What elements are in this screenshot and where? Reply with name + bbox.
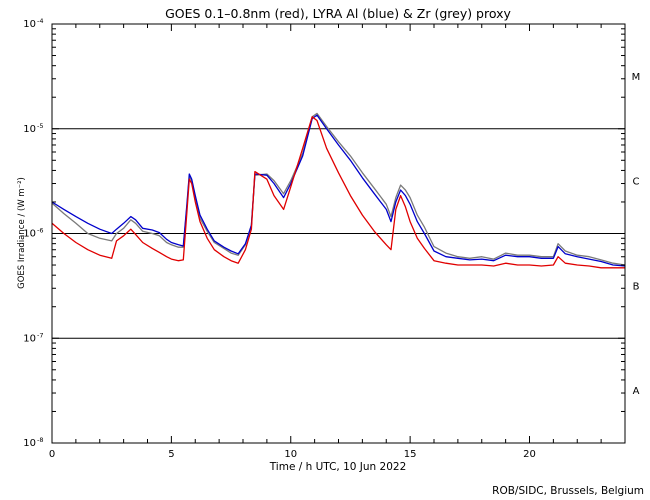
y-axis-label: GOES Irradiance / (W m⁻²) [17, 177, 27, 289]
x-tick-label-3: 15 [404, 449, 417, 460]
y-tick-exponent-2: -6 [37, 227, 43, 235]
y-tick-exponent-3: -5 [37, 122, 43, 130]
y-axis: 10-810-710-610-510-4 [23, 17, 625, 449]
y-tick-label-4: 10 [23, 19, 36, 30]
y-tick-label-1: 10 [23, 333, 36, 344]
series-line-2 [51, 116, 625, 269]
y-tick-exponent-4: -4 [37, 17, 43, 25]
x-axis: 0 5 10 15 20 [49, 24, 626, 460]
x-tick-label-2: 10 [284, 449, 297, 460]
y-tick-exponent-0: -8 [37, 436, 43, 444]
credit-annotation: ROB/SIDC, Brussels, Belgium [492, 485, 644, 497]
flare-class-label-a: A [633, 386, 640, 397]
y-tick-label-2: 10 [23, 229, 36, 240]
flare-class-lines [52, 128, 625, 339]
x-axis-label: Time / h UTC, 10 Jun 2022 [269, 461, 407, 473]
y-tick-exponent-1: -7 [37, 331, 43, 339]
series-layer [51, 112, 626, 269]
x-tick-label-4: 20 [523, 449, 536, 460]
series-line-1 [51, 114, 626, 267]
x-tick-label-0: 0 [49, 449, 55, 460]
flare-class-labels: A B C M [632, 72, 641, 397]
series-line-0 [51, 112, 626, 266]
y-tick-label-0: 10 [23, 438, 36, 449]
chart-title: GOES 0.1–0.8nm (red), LYRA Al (blue) & Z… [165, 6, 511, 21]
y-tick-label-3: 10 [23, 124, 36, 135]
flare-class-label-c: C [633, 177, 640, 188]
flare-class-label-m: M [632, 72, 641, 83]
flare-class-label-b: B [633, 281, 640, 292]
x-tick-label-1: 5 [168, 449, 174, 460]
